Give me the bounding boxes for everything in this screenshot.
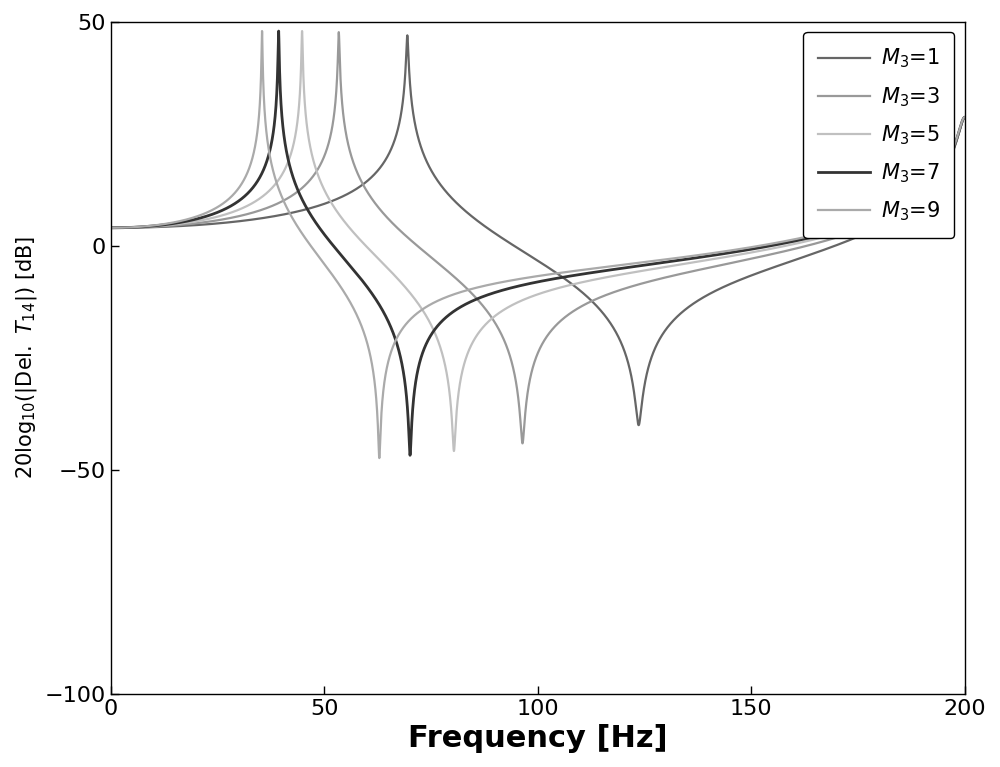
Legend: $M_3$=1, $M_3$=3, $M_3$=5, $M_3$=7, $M_3$=9: $M_3$=1, $M_3$=3, $M_3$=5, $M_3$=7, $M_3… (803, 32, 954, 238)
Y-axis label: $20\mathrm{log}_{10}(|\mathrm{Del.}\ T_{14}|)\ [\mathrm{dB}]$: $20\mathrm{log}_{10}(|\mathrm{Del.}\ T_{… (14, 236, 39, 479)
X-axis label: Frequency [Hz]: Frequency [Hz] (408, 724, 667, 753)
